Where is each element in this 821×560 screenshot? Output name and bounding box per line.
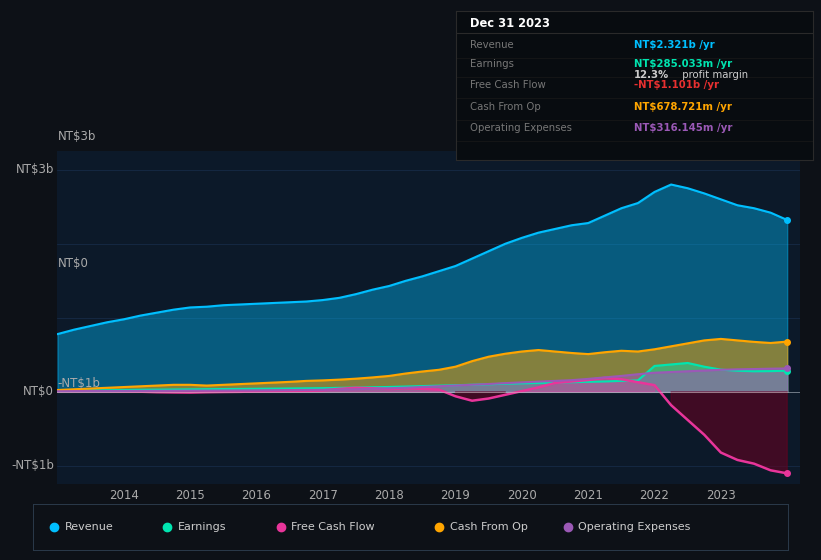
Text: Operating Expenses: Operating Expenses — [470, 123, 572, 133]
Text: -NT$1.101b /yr: -NT$1.101b /yr — [635, 80, 719, 90]
Text: Free Cash Flow: Free Cash Flow — [470, 80, 546, 90]
Text: Cash From Op: Cash From Op — [470, 102, 541, 112]
Text: NT$2.321b /yr: NT$2.321b /yr — [635, 40, 715, 50]
Text: NT$316.145m /yr: NT$316.145m /yr — [635, 123, 732, 133]
Text: NT$0: NT$0 — [57, 256, 89, 270]
Text: Earnings: Earnings — [178, 522, 227, 532]
Text: -NT$1b: -NT$1b — [57, 377, 100, 390]
Text: NT$3b: NT$3b — [16, 163, 53, 176]
Text: NT$0: NT$0 — [23, 385, 53, 398]
Text: Revenue: Revenue — [65, 522, 113, 532]
Text: 12.3%: 12.3% — [635, 69, 669, 80]
Text: Dec 31 2023: Dec 31 2023 — [470, 17, 550, 30]
Text: NT$678.721m /yr: NT$678.721m /yr — [635, 102, 732, 112]
Text: Revenue: Revenue — [470, 40, 514, 50]
Text: -NT$1b: -NT$1b — [11, 459, 53, 473]
Text: Cash From Op: Cash From Op — [450, 522, 528, 532]
Text: Earnings: Earnings — [470, 59, 514, 69]
Text: NT$3b: NT$3b — [57, 130, 96, 143]
Text: Operating Expenses: Operating Expenses — [578, 522, 690, 532]
Text: NT$285.033m /yr: NT$285.033m /yr — [635, 59, 732, 69]
Text: profit margin: profit margin — [679, 69, 749, 80]
Text: Free Cash Flow: Free Cash Flow — [291, 522, 374, 532]
